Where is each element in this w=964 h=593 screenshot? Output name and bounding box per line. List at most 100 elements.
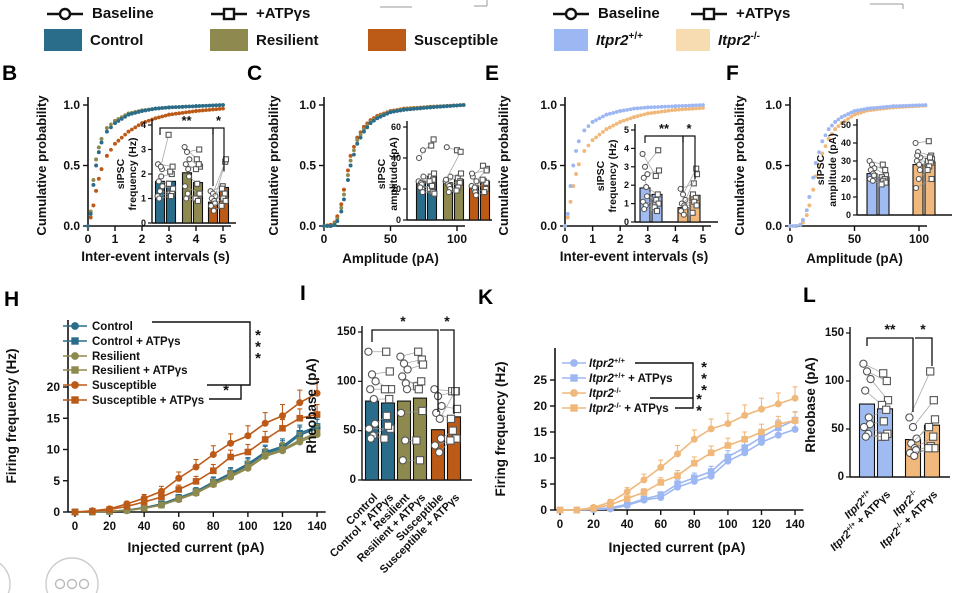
svg-text:*: * bbox=[696, 403, 702, 420]
svg-text:2: 2 bbox=[139, 232, 146, 246]
svg-text:Susceptible: Susceptible bbox=[92, 380, 157, 392]
legend-baseline-label: Baseline bbox=[598, 5, 660, 22]
svg-text:Injected current (pA): Injected current (pA) bbox=[609, 539, 746, 555]
line-plot: 0 5 10 15 20 25 0 20 40 60 80 100 120 140 Injected cur… bbox=[493, 348, 805, 555]
svg-text:140: 140 bbox=[785, 519, 804, 531]
svg-text:Susceptible + ATPγs: Susceptible + ATPγs bbox=[92, 395, 204, 407]
legend-itpr2-ko-label: Itpr2-/- bbox=[718, 31, 760, 49]
series-Susceptible bbox=[86, 106, 225, 228]
svg-text:Itpr2+/+: Itpr2+/+ bbox=[589, 356, 625, 370]
svg-text:20: 20 bbox=[103, 521, 116, 533]
svg-text:15: 15 bbox=[534, 425, 548, 439]
svg-text:100: 100 bbox=[825, 375, 844, 387]
series-Control bbox=[322, 103, 466, 228]
svg-text:2: 2 bbox=[141, 169, 146, 179]
svg-text:20: 20 bbox=[841, 174, 851, 184]
svg-text:60: 60 bbox=[654, 519, 667, 531]
svg-text:60: 60 bbox=[391, 122, 401, 132]
svg-text:60: 60 bbox=[172, 521, 185, 533]
svg-text:Inter-event intervals (s): Inter-event intervals (s) bbox=[81, 249, 230, 264]
svg-text:*: * bbox=[400, 313, 406, 329]
panel-label-H: H bbox=[4, 288, 20, 311]
svg-text:2: 2 bbox=[624, 180, 629, 190]
svg-text:Resilient: Resilient bbox=[92, 351, 140, 363]
series bbox=[71, 423, 321, 516]
svg-text:*: * bbox=[444, 313, 450, 329]
svg-text:50: 50 bbox=[848, 232, 862, 246]
svg-text:120: 120 bbox=[273, 521, 292, 533]
itpr2-wt-swatch bbox=[554, 29, 588, 51]
svg-text:*: * bbox=[255, 350, 261, 367]
svg-text:5: 5 bbox=[53, 474, 60, 488]
svg-text:*: * bbox=[255, 327, 261, 344]
svg-text:80: 80 bbox=[207, 521, 220, 533]
svg-text:1: 1 bbox=[589, 232, 596, 246]
panel-F: F 0.0 0.5 1.0 0 50 100 Amplitude (pA) Cumulativ… bbox=[712, 62, 964, 276]
series bbox=[71, 403, 321, 516]
series-Itpr2-/- bbox=[563, 106, 705, 228]
legend-atpgs-left: +ATPγs bbox=[210, 5, 310, 22]
svg-text:sIPSC: sIPSC bbox=[376, 158, 388, 189]
cdf-plot: 0.0 0.5 1.0 0 1 2 3 4 5 Inter-event intervals (s)… bbox=[34, 95, 231, 264]
series-Itpr2-/- bbox=[788, 103, 928, 228]
svg-text:50: 50 bbox=[831, 423, 844, 435]
svg-text:100: 100 bbox=[718, 519, 737, 531]
legend-atpgs-right: +ATPγs bbox=[690, 5, 790, 22]
svg-text:40: 40 bbox=[621, 519, 634, 531]
cdf-plot: 0.0 0.5 1.0 0 1 2 3 4 5 Inter-event intervals (s)… bbox=[496, 95, 711, 264]
svg-text:1.0: 1.0 bbox=[63, 98, 80, 112]
svg-text:Itpr2+/+ + ATPγs: Itpr2+/+ + ATPγs bbox=[589, 371, 673, 385]
svg-text:*: * bbox=[701, 359, 707, 376]
svg-text:Itpr2-/-: Itpr2-/- bbox=[589, 386, 622, 400]
svg-text:40: 40 bbox=[391, 153, 401, 163]
svg-text:0.0: 0.0 bbox=[299, 219, 316, 233]
svg-text:20: 20 bbox=[391, 184, 401, 194]
svg-text:5: 5 bbox=[220, 232, 227, 246]
panel-E: E 0.0 0.5 1.0 0 1 2 3 4 5 Inter-event intervals (… bbox=[480, 62, 724, 276]
svg-text:3: 3 bbox=[141, 145, 146, 155]
control-swatch bbox=[44, 29, 82, 51]
panel-label-E: E bbox=[485, 62, 500, 85]
inset-bars: 0 20 40 60 sIPSC amplitude (pA) bbox=[376, 121, 492, 225]
svg-text:0.0: 0.0 bbox=[540, 219, 557, 233]
svg-text:3: 3 bbox=[166, 232, 173, 246]
panel-H-chart: 0 5 10 15 20 0 20 40 60 80 100 120 140 Injected curre… bbox=[4, 320, 327, 555]
series bbox=[556, 411, 799, 514]
svg-text:Resilient + ATPγs: Resilient + ATPγs bbox=[92, 365, 188, 377]
svg-text:0: 0 bbox=[396, 215, 401, 225]
svg-text:100: 100 bbox=[909, 232, 929, 246]
panel-label-I: I bbox=[300, 282, 306, 305]
svg-text:**: ** bbox=[659, 121, 670, 136]
svg-text:1.0: 1.0 bbox=[540, 98, 557, 112]
svg-text:sIPSC: sIPSC bbox=[115, 158, 127, 189]
svg-text:0: 0 bbox=[72, 521, 78, 533]
svg-text:0: 0 bbox=[624, 217, 629, 227]
svg-text:5: 5 bbox=[540, 477, 547, 491]
svg-text:Cumulative probability: Cumulative probability bbox=[34, 95, 49, 236]
svg-text:Itpr2-/- + ATPγs: Itpr2-/- + ATPγs bbox=[589, 401, 669, 415]
svg-text:1: 1 bbox=[141, 194, 146, 204]
svg-text:10: 10 bbox=[841, 192, 851, 202]
susceptible-swatch bbox=[368, 29, 406, 51]
svg-text:40: 40 bbox=[841, 138, 851, 148]
svg-text:150: 150 bbox=[825, 327, 844, 339]
svg-text:20: 20 bbox=[47, 380, 61, 394]
svg-text:Amplitude (pA): Amplitude (pA) bbox=[342, 251, 439, 266]
svg-text:10: 10 bbox=[534, 451, 548, 465]
svg-text:1: 1 bbox=[624, 199, 629, 209]
panel-E-chart: 0.0 0.5 1.0 0 1 2 3 4 5 Inter-event intervals (s)… bbox=[496, 95, 718, 264]
svg-text:0: 0 bbox=[562, 232, 569, 246]
legend-baseline-right: Baseline bbox=[552, 5, 660, 22]
svg-text:4: 4 bbox=[193, 232, 200, 246]
svg-text:amplitude (pA): amplitude (pA) bbox=[827, 133, 839, 207]
panel-C: C 0.0 0.5 1.0 0 50 100 Amplitude (pA) Cumulativ… bbox=[240, 62, 496, 276]
svg-text:100: 100 bbox=[447, 232, 467, 246]
open-square-marker-icon bbox=[211, 7, 247, 20]
svg-text:sIPSC: sIPSC bbox=[815, 154, 827, 185]
svg-text:0: 0 bbox=[321, 232, 328, 246]
svg-text:10: 10 bbox=[47, 443, 61, 457]
svg-text:150: 150 bbox=[337, 326, 356, 338]
